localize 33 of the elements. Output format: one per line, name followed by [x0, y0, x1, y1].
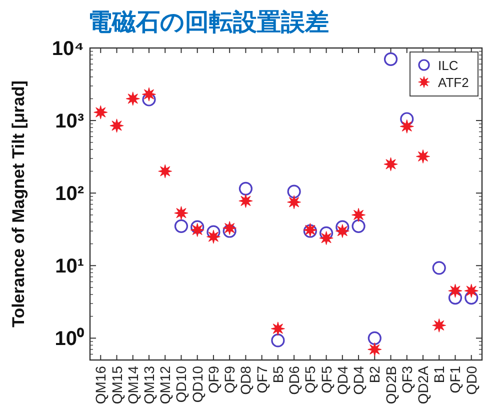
ytick-label: 10¹	[55, 256, 84, 278]
xtick-label: QM12	[157, 366, 174, 404]
xtick-label: QD8	[238, 366, 254, 395]
xtick-label: QF3	[398, 366, 415, 394]
xtick-label: QD4	[334, 366, 350, 395]
xtick-label: QM16	[92, 366, 109, 404]
ylabel: Tolerance of Magnet Tilt [μrad]	[9, 80, 28, 328]
legend-label: ILC	[438, 58, 458, 73]
xtick-label: B5	[270, 366, 286, 384]
ytick-label: 10³	[55, 110, 84, 133]
xtick-label: QM15	[108, 366, 125, 404]
xtick-label: QD10	[173, 366, 190, 403]
xtick-label: QM14	[124, 366, 141, 404]
xtick-label: QF1	[447, 366, 464, 394]
xtick-label: QF7	[254, 366, 270, 394]
title: 電磁石の回転設置誤差	[88, 9, 329, 36]
xtick-label: QD4	[350, 366, 367, 395]
xtick-label: QD2B	[382, 366, 399, 404]
xtick-label: B2	[366, 366, 383, 384]
xtick-label: QD10	[189, 366, 206, 403]
xtick-label: QF9	[205, 366, 222, 394]
xtick-label: QM13	[141, 366, 157, 404]
ytick-label: 10⁴	[52, 38, 84, 60]
xtick-label: QF5	[302, 366, 318, 394]
ytick-label: 10²	[55, 183, 84, 206]
xtick-label: QD6	[286, 366, 302, 395]
xtick-label: QF9	[222, 366, 238, 394]
xtick-label: B1	[431, 366, 448, 384]
ytick-label: 10⁰	[54, 328, 84, 350]
legend-label: ATF2	[438, 75, 469, 90]
xtick-label: QD2A	[415, 366, 431, 404]
xtick-label: QD0	[463, 366, 480, 395]
xtick-label: QF5	[318, 366, 334, 394]
